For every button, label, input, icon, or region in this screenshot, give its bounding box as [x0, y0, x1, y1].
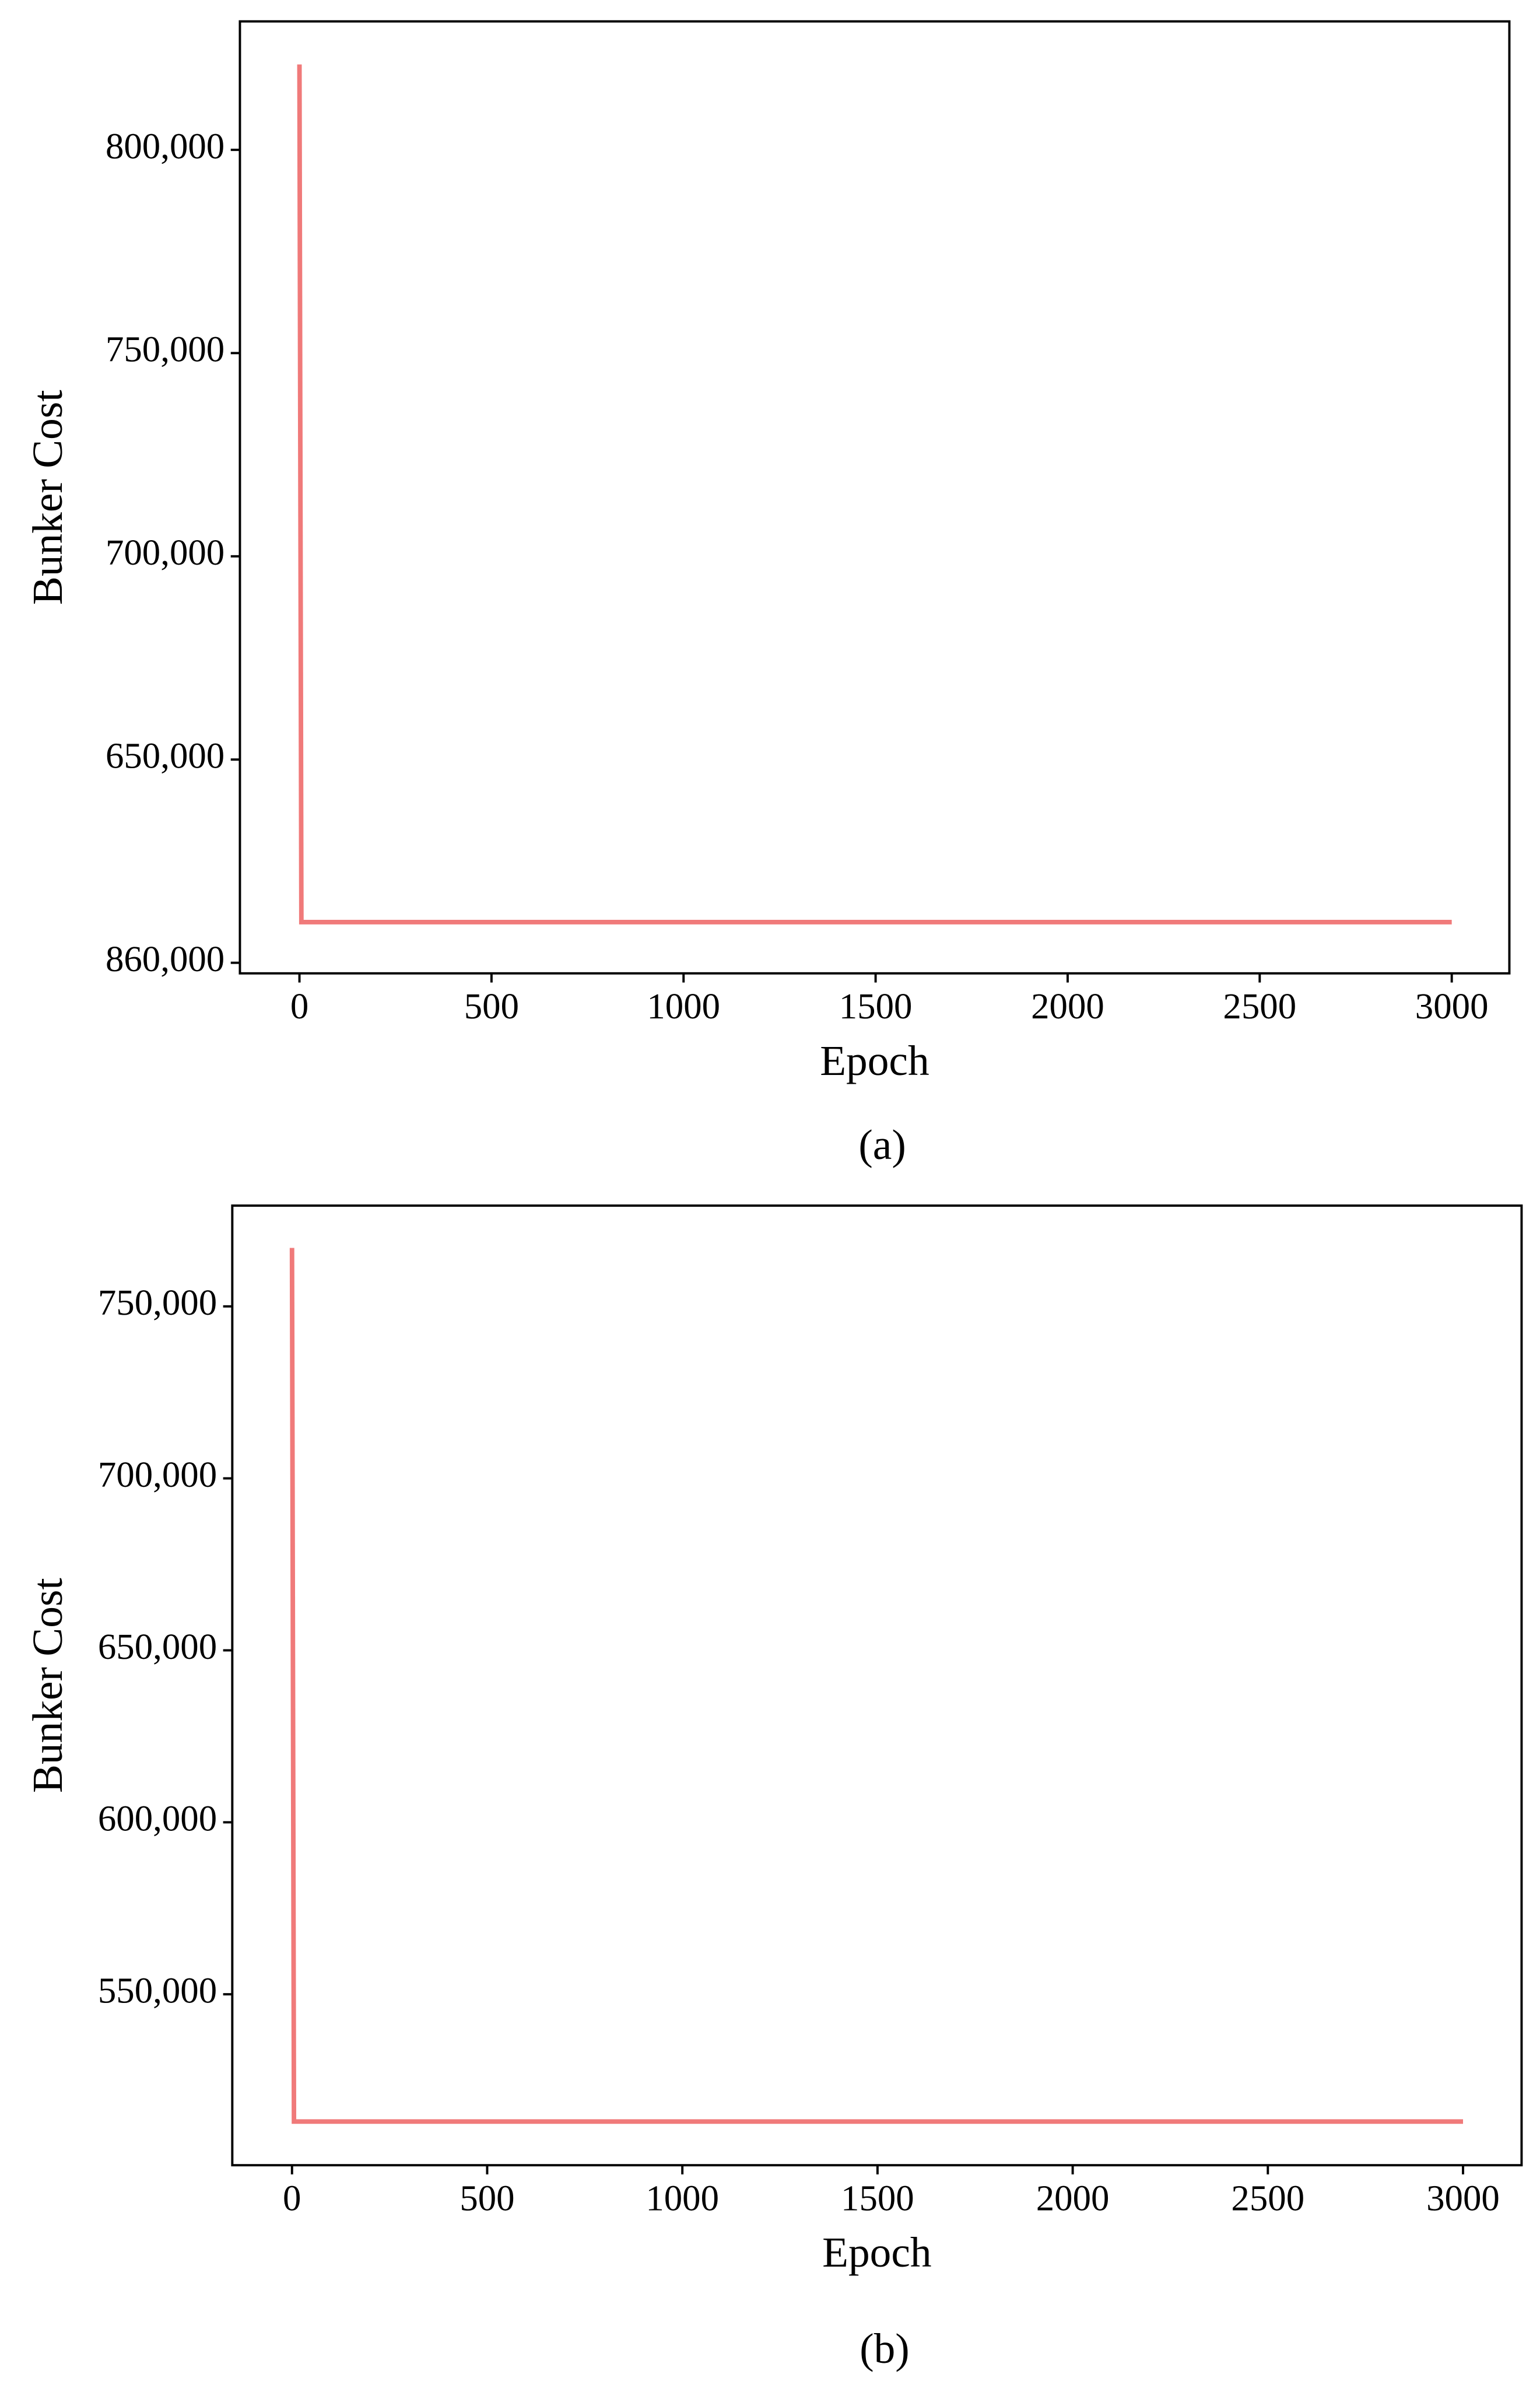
x-tick-label: 3000 [1426, 2177, 1500, 2218]
chart: 860,000 650,000 700,000 750,000 800,000 0 500 1… [24, 20, 1511, 1168]
data-line [297, 64, 1452, 924]
y-tick-label: 750,000 [98, 1282, 217, 1323]
x-tick-label: 500 [464, 986, 519, 1027]
y-axis-title: Bunker Cost [24, 1578, 71, 1793]
y-tick-label: 650,000 [98, 1626, 217, 1667]
y-tick-label: 700,000 [106, 532, 224, 573]
x-axis-title: Epoch [822, 2229, 931, 2276]
x-tick-label: 1500 [841, 2177, 914, 2218]
plot-frame [238, 20, 1511, 975]
y-tick-label: 550,000 [98, 1970, 217, 2011]
x-tick-label: 2500 [1231, 2177, 1304, 2218]
x-tick-label: 1000 [646, 2177, 719, 2218]
y-tick-label: 860,000 [106, 938, 224, 979]
x-tick-label: 500 [459, 2177, 514, 2218]
x-tick-label: 1500 [839, 986, 913, 1027]
y-tick-label: 650,000 [106, 736, 224, 776]
plot-frame [231, 1204, 1523, 2167]
y-tick-label: 800,000 [106, 125, 224, 166]
x-axis-title: Epoch [820, 1037, 929, 1084]
chart: 550,000 600,000 650,000 700,000 750,000 0 500 1… [24, 1204, 1523, 2372]
x-tick-label: 2000 [1031, 986, 1104, 1027]
x-tick-label: 0 [290, 986, 308, 1027]
y-tick-label: 700,000 [98, 1454, 217, 1495]
y-tick-label: 750,000 [106, 329, 224, 370]
y-axis-title: Bunker Cost [24, 390, 71, 605]
x-tick-label: 2000 [1036, 2177, 1110, 2218]
x-tick-label: 2500 [1223, 986, 1296, 1027]
y-tick-label: 600,000 [98, 1798, 217, 1839]
x-tick-label: 1000 [647, 986, 720, 1027]
caption: (b) [860, 2325, 910, 2372]
data-line [289, 1248, 1464, 2124]
x-tick-label: 0 [283, 2177, 301, 2218]
x-tick-label: 3000 [1415, 986, 1489, 1027]
caption: (a) [858, 1121, 906, 1168]
